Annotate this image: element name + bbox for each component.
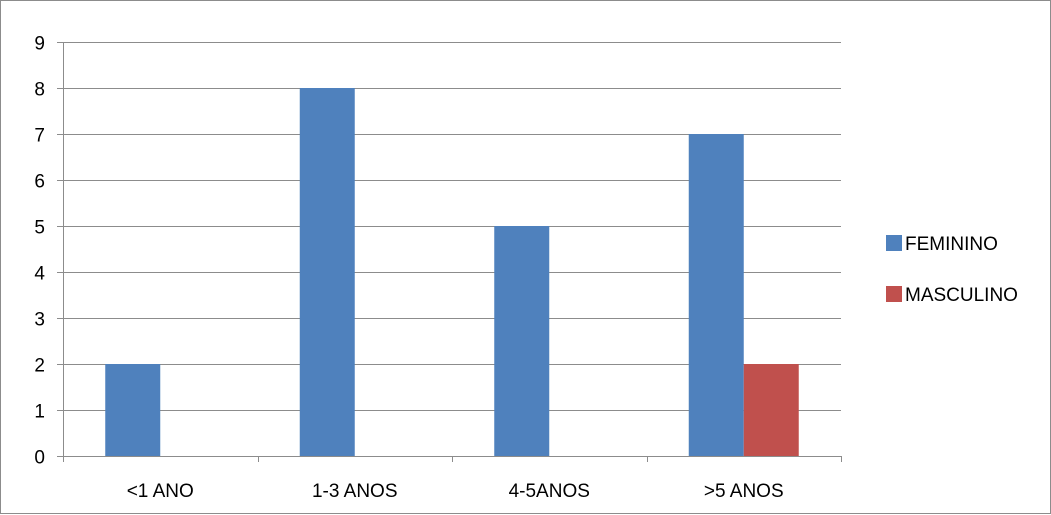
y-tick-label: 1 [34,402,45,423]
legend-swatch-feminino [886,235,902,251]
y-tick-label: 5 [34,218,45,239]
legend-label-feminino: FEMININO [905,234,998,255]
x-tick-label: >5 ANOS [704,481,784,502]
y-tick-label: 7 [34,126,45,147]
axes [57,42,842,462]
bar-masculino-3 [743,364,799,456]
bar-feminino-2 [494,226,550,456]
bar-feminino-3 [688,134,744,456]
bar-feminino-1 [299,88,355,456]
gridlines [63,42,841,411]
y-tick-label: 6 [34,172,45,193]
x-tick-labels: <1 ANO 1-3 ANOS 4-5ANOS >5 ANOS [127,481,784,502]
bar-feminino-0 [105,364,161,456]
legend-label-masculino: MASCULINO [905,285,1018,306]
bars [105,88,799,456]
y-tick-label: 4 [34,264,45,285]
x-tick-label: 4-5ANOS [509,481,590,502]
y-tick-label: 9 [34,34,45,55]
x-tick-label: 1-3 ANOS [312,481,398,502]
legend: FEMININO MASCULINO [886,234,1018,306]
y-tick-labels: 0 1 2 3 4 5 6 7 8 9 [34,34,45,469]
y-tick-label: 8 [34,80,45,101]
y-tick-label: 0 [34,448,45,469]
legend-swatch-masculino [886,286,902,302]
y-tick-label: 2 [34,356,45,377]
y-tick-label: 3 [34,310,45,331]
x-tick-label: <1 ANO [127,481,194,502]
